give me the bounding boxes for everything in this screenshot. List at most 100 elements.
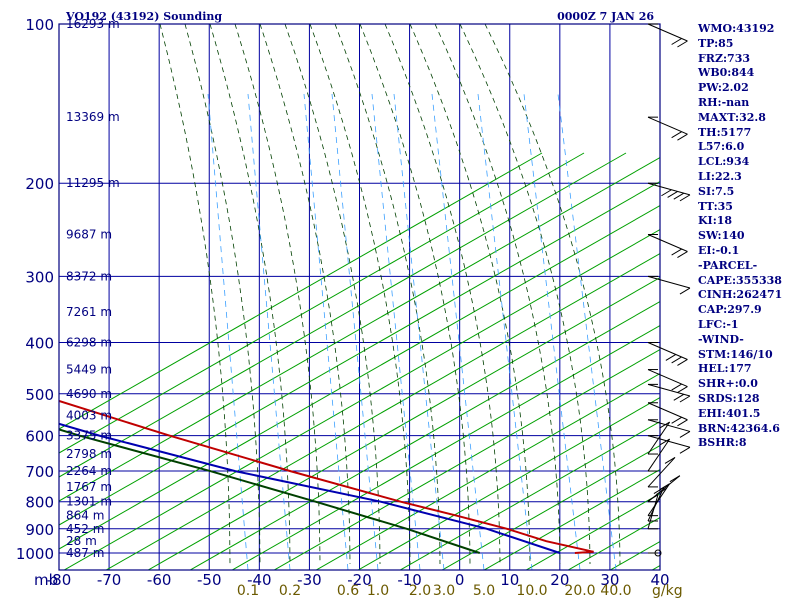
moist-adiabat-line (259, 24, 351, 565)
barb-staff (647, 182, 691, 196)
stat-item: MAXT:32.8 (698, 110, 766, 124)
moist-adiabat-line (359, 24, 471, 565)
height-label: 3375 m (66, 429, 112, 443)
temperature-tick-label: -60 (147, 571, 172, 589)
height-label: 11295 m (66, 176, 120, 190)
dry-adiabat-line (59, 152, 627, 478)
barb-flag (677, 359, 688, 366)
mixing-ratio-label: 5.0 (473, 583, 495, 599)
stat-item: TP:85 (698, 36, 734, 50)
mixing-ratio-line (393, 93, 445, 570)
plot-frame (58, 23, 661, 571)
pressure-tick-label: 700 (25, 463, 54, 481)
barb-flag (677, 133, 688, 141)
stat-item: -PARCEL- (698, 258, 758, 272)
dry-adiabats (59, 152, 660, 570)
mixing-ratio-line (431, 93, 485, 570)
barb-flag (671, 356, 682, 364)
temperature-profile (59, 399, 594, 554)
dry-adiabat-line (315, 372, 660, 570)
stat-item: SRDS:128 (698, 391, 760, 405)
moist-adiabat-line (309, 24, 411, 565)
barb-flag (664, 457, 676, 464)
stat-item: TT:35 (698, 199, 733, 213)
height-label: 4690 m (66, 387, 112, 401)
pressure-tick-label: 300 (25, 268, 54, 286)
barb-staff (647, 457, 676, 488)
temperature-tick-label: 20 (550, 571, 569, 589)
pressure-tick-label: 900 (25, 521, 54, 539)
stat-item: BRN:42364.6 (698, 421, 780, 435)
temperature-tick-label: 30 (600, 571, 619, 589)
chart-datetime: 0000Z 7 JAN 26 (557, 10, 654, 23)
moist-adiabat-line (384, 24, 501, 565)
height-label: 5449 m (66, 363, 112, 377)
dry-adiabat-line (63, 228, 660, 570)
height-label: 13369 m (66, 110, 120, 124)
barb-flag (679, 395, 691, 403)
mixing-ratio-line (371, 93, 421, 570)
stat-item: CINH:262471 (698, 288, 783, 302)
sounding-profiles (59, 399, 594, 554)
barb-flag (661, 189, 672, 197)
pressure-unit-label: mb (34, 571, 58, 589)
stat-item: CAP:297.9 (698, 303, 762, 317)
stat-item: LCL:934 (698, 155, 750, 169)
temperature-tick-label: -10 (397, 571, 422, 589)
barb-staff (647, 116, 688, 135)
barb-flag (669, 475, 681, 483)
barb-staff (647, 234, 688, 252)
temperature-tick-label: 40 (650, 571, 669, 589)
moist-adiabat-line (184, 24, 261, 565)
barb-flag (671, 131, 682, 139)
moist-adiabat-line (284, 24, 381, 565)
mixing-ratio-line (303, 93, 349, 570)
barb-flag (679, 194, 691, 202)
barb-flag (671, 383, 682, 391)
stat-item: -WIND- (698, 332, 744, 346)
thermo-lines (59, 24, 660, 570)
barb-flag (679, 446, 691, 454)
stat-item: LFC:-1 (698, 317, 739, 331)
dry-adiabat-line (59, 156, 660, 502)
barb-staff (647, 275, 691, 289)
barb-staff (647, 23, 688, 42)
stat-item: TH:5177 (698, 125, 752, 139)
barb-staff (647, 421, 671, 455)
stat-item: CAPE:355338 (698, 273, 782, 287)
pressure-tick-label: 1000 (16, 545, 54, 563)
stat-item: WB0:844 (698, 66, 755, 80)
stat-item: RH:-nan (698, 95, 750, 109)
calm-circle (654, 549, 662, 557)
moist-adiabat-line (209, 24, 291, 565)
stat-item: KI:18 (698, 214, 733, 228)
stat-item: SW:140 (698, 229, 745, 243)
parcel-profile (59, 428, 481, 554)
height-label: 1767 m (66, 480, 112, 494)
barb-flag (667, 191, 678, 198)
stat-item: EI:-0.1 (698, 243, 740, 257)
barb-staff (647, 438, 671, 472)
mixing-ratio-label: 40.0 (600, 583, 631, 599)
dry-adiabat-line (441, 444, 660, 570)
temperature-tick-label: -80 (47, 571, 72, 589)
dry-adiabat-line (189, 300, 660, 570)
dry-adiabat-line (483, 468, 660, 570)
moist-adiabat-line (434, 24, 561, 565)
mixing-ratio-label: 0.2 (279, 583, 301, 599)
height-label: 9687 m (66, 228, 112, 242)
barb-flag (659, 438, 670, 446)
barb-staff (647, 435, 691, 448)
moist-adiabat-line (459, 24, 591, 565)
barb-flag (673, 192, 685, 200)
pressure-tick-label: 500 (25, 386, 54, 404)
chart-title: VO192 (43192) Sounding (65, 10, 222, 23)
temperature-tick-label: -50 (197, 571, 222, 589)
stat-item: L57:6.0 (698, 140, 745, 154)
dry-adiabat-line (59, 180, 660, 526)
pressure-tick-label: 200 (25, 175, 54, 193)
height-label: 28 m (66, 534, 97, 548)
dry-adiabat-line (525, 492, 660, 570)
mixing-ratio-line (477, 93, 533, 570)
